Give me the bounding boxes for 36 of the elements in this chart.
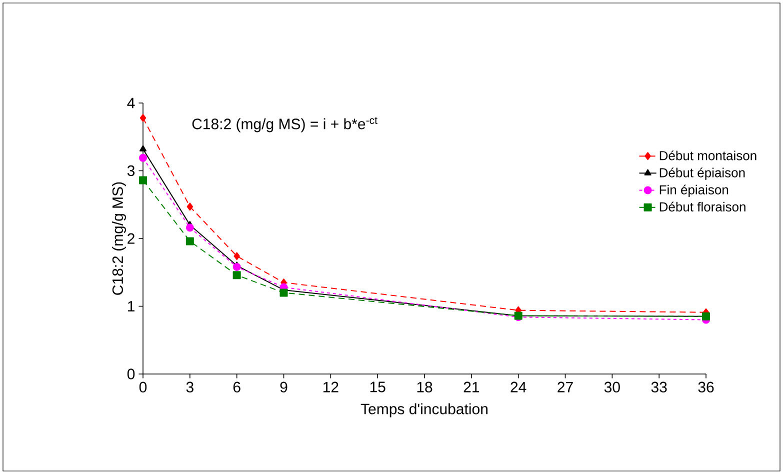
y-tick-label: 3	[127, 165, 135, 176]
y-tick-label: 2	[128, 233, 134, 244]
legend-label: Début montaison	[660, 150, 756, 160]
x-tick-label: 12	[323, 382, 338, 392]
y-axis-title: C18:2 (mg/g MS)	[112, 182, 126, 295]
point	[232, 262, 241, 271]
legend-label: Début floraison	[660, 202, 746, 212]
point	[186, 224, 194, 232]
y-tick-label: 1	[128, 301, 134, 312]
x-tick-label: 0	[139, 382, 147, 392]
x-tick-label: 3	[186, 382, 194, 392]
x-tick-label: 30	[604, 382, 620, 392]
y-tick-label: 4	[127, 98, 135, 108]
point	[139, 176, 148, 184]
x-tick-label: 36	[698, 382, 714, 392]
point	[232, 271, 241, 280]
annotation: C18:2 (mg/g MS) = i + b*e$^{-ct}$	[192, 117, 378, 132]
point	[280, 288, 288, 297]
x-tick-label: 33	[651, 382, 667, 392]
point	[186, 202, 194, 211]
x-tick-label: 21	[464, 382, 480, 392]
x-tick-label: 27	[558, 382, 573, 392]
x-axis-title: Temps d'incubation	[360, 403, 488, 418]
point	[139, 154, 148, 162]
x-tick-label: 9	[280, 382, 288, 392]
x-tick-label: 15	[370, 382, 386, 392]
x-tick-label: 18	[417, 382, 432, 392]
point	[140, 114, 146, 122]
x-tick-label: 6	[233, 382, 240, 392]
point	[186, 237, 194, 246]
point	[234, 252, 240, 260]
x-tick-label: 24	[510, 382, 526, 392]
point	[139, 145, 147, 152]
legend-label: Début épiaison	[660, 168, 745, 180]
y-tick-label: 0	[127, 368, 135, 380]
legend-label: Fin épiaison	[660, 184, 728, 197]
